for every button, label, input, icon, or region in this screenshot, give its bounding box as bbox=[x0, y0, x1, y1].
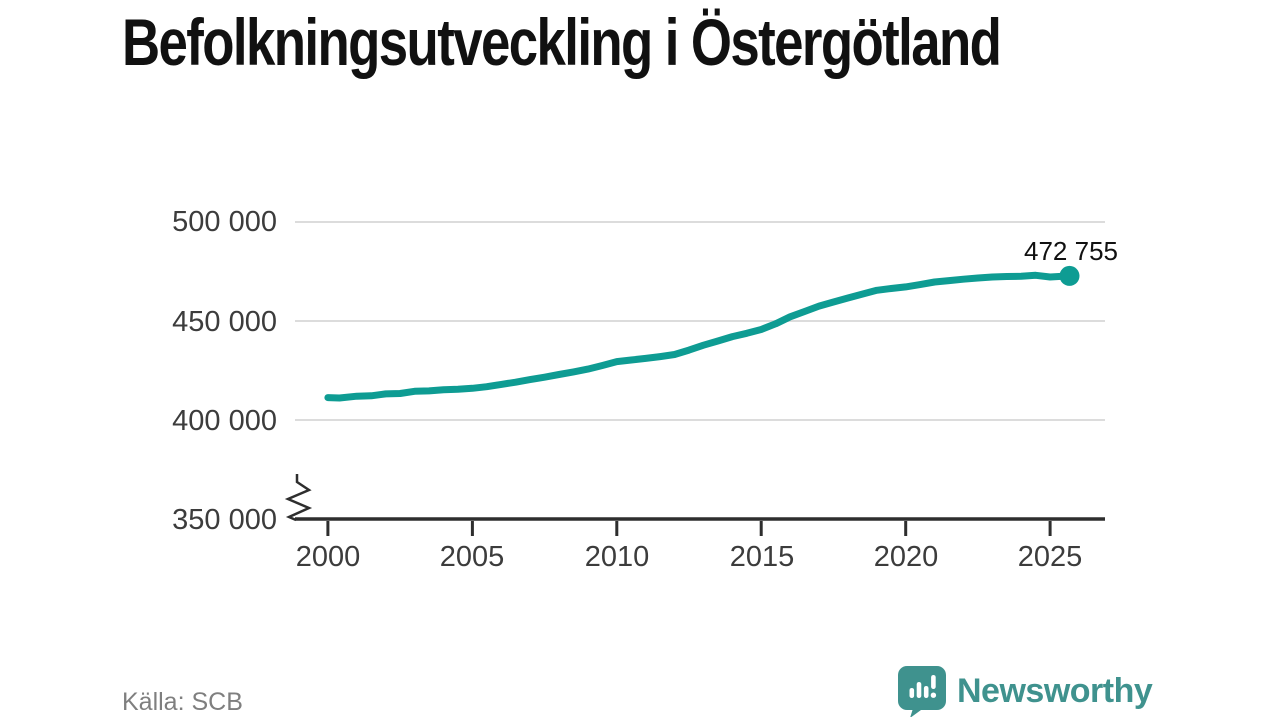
y-axis-tick-label: 350 000 bbox=[172, 504, 277, 536]
source-note: Källa: SCB bbox=[122, 688, 243, 716]
axis-break-icon bbox=[284, 474, 313, 522]
gridlines bbox=[295, 221, 1105, 421]
end-point-value-label: 472 755 bbox=[1024, 236, 1118, 266]
y-axis-tick-label: 500 000 bbox=[172, 206, 277, 238]
x-axis-tick-label: 2015 bbox=[729, 541, 795, 573]
x-axis-tick-label: 2010 bbox=[584, 541, 650, 573]
newsworthy-logo-icon bbox=[898, 666, 946, 717]
population-line-series bbox=[324, 271, 1073, 402]
y-axis-tick-label: 400 000 bbox=[172, 405, 277, 437]
newsworthy-logo-text: Newsworthy bbox=[957, 672, 1153, 710]
x-axis-tick-label: 2020 bbox=[873, 541, 939, 573]
x-axis-tick-label: 2005 bbox=[439, 541, 505, 573]
newsworthy-logo: Newsworthy bbox=[897, 665, 1153, 717]
end-point-marker bbox=[1059, 265, 1080, 286]
page-title: Befolkningsutveckling i Östergötland bbox=[122, 5, 1002, 79]
y-axis-tick-label: 450 000 bbox=[172, 306, 277, 338]
x-axis bbox=[295, 517, 1105, 536]
x-axis-tick-label: 2000 bbox=[295, 541, 361, 573]
x-axis-tick-label: 2025 bbox=[1017, 541, 1083, 573]
